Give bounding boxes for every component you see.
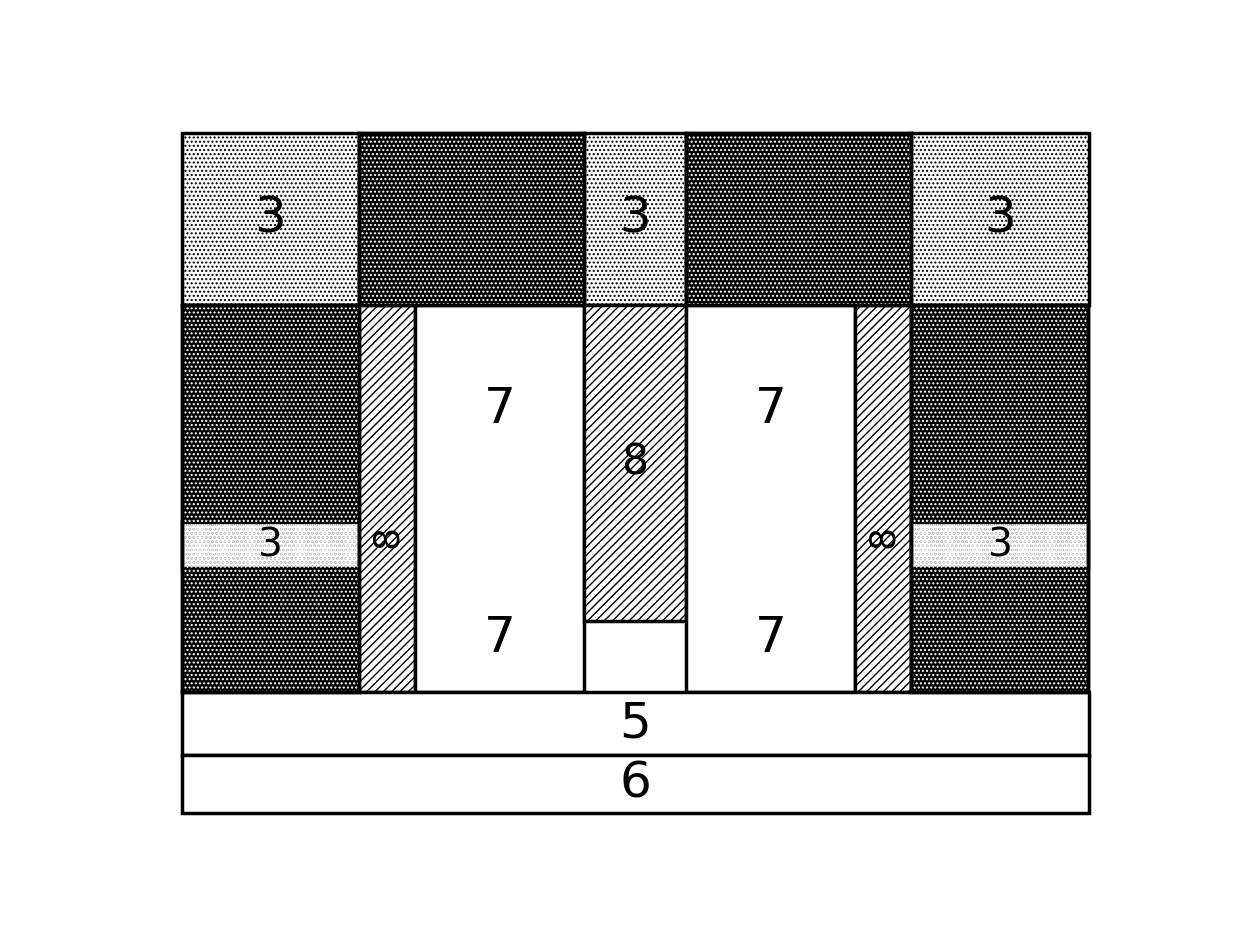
Text: 7: 7	[755, 614, 786, 662]
Text: 3: 3	[988, 526, 1013, 564]
Bar	[182, 755, 1089, 812]
Bar	[687, 304, 854, 692]
Bar	[911, 304, 1089, 692]
Bar	[182, 522, 358, 568]
Bar	[182, 304, 358, 692]
Bar	[854, 304, 911, 692]
Bar	[182, 692, 1089, 755]
Bar	[687, 133, 911, 304]
Text: 8: 8	[866, 525, 900, 548]
Bar	[911, 133, 1089, 304]
Bar	[358, 133, 584, 304]
Bar	[358, 133, 584, 304]
Text: 7: 7	[755, 385, 786, 433]
Text: 7: 7	[484, 614, 516, 662]
Bar	[911, 522, 1089, 568]
Bar	[687, 133, 911, 304]
Bar	[182, 304, 358, 692]
Text: 7: 7	[484, 385, 516, 433]
Text: 5: 5	[620, 699, 651, 747]
Text: 8: 8	[370, 525, 404, 548]
Text: 3: 3	[254, 195, 286, 242]
Text: 3: 3	[258, 526, 283, 564]
Bar	[358, 304, 415, 692]
Bar	[584, 133, 687, 304]
Bar	[182, 304, 358, 692]
Bar	[584, 304, 687, 622]
Bar	[687, 133, 911, 304]
Text: 8: 8	[621, 442, 649, 484]
Bar	[911, 304, 1089, 692]
Bar	[911, 304, 1089, 692]
Text: 3: 3	[619, 195, 651, 242]
Text: 3: 3	[985, 195, 1016, 242]
Bar	[415, 304, 584, 692]
Text: 6: 6	[620, 760, 651, 808]
Bar	[358, 133, 584, 304]
Bar	[182, 133, 358, 304]
